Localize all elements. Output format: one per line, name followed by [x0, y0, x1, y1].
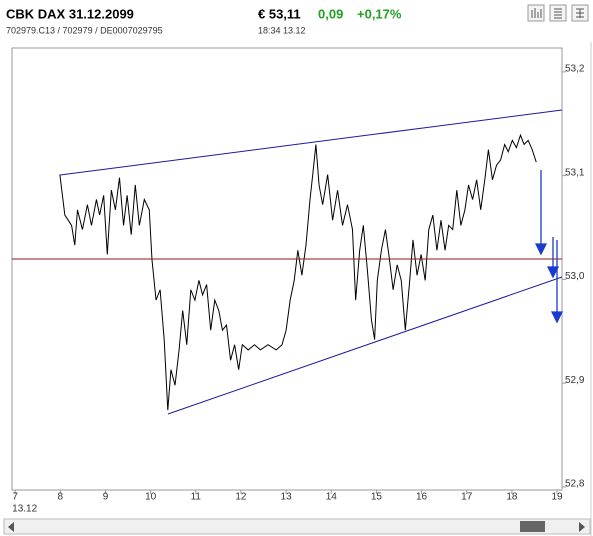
- y-tick-label: 53,1: [565, 167, 585, 178]
- y-tick-label: 52,9: [565, 375, 585, 386]
- chart-title: CBK DAX 31.12.2099: [6, 6, 134, 21]
- scrollbar[interactable]: [3, 518, 591, 535]
- news-button[interactable]: [549, 4, 567, 22]
- plot-frame: [11, 47, 563, 491]
- x-tick-label: 9: [103, 492, 109, 503]
- price-line: [59, 133, 537, 411]
- scroll-left[interactable]: [8, 522, 14, 532]
- y-tick-label: 53,2: [565, 64, 585, 75]
- scroll-track[interactable]: [3, 518, 591, 535]
- y-tick-label: 52,8: [565, 479, 585, 490]
- scroll-thumb[interactable]: [520, 521, 545, 532]
- price: € 53,11: [258, 6, 301, 21]
- x-tick-label: 7: [12, 492, 18, 503]
- change: 0,09: [318, 6, 343, 21]
- date-label: 13.12: [12, 504, 37, 515]
- ids: 702979.C13 / 702979 / DE0007029795: [6, 25, 163, 35]
- x-tick-label: 12: [235, 492, 247, 503]
- x-tick-label: 18: [506, 492, 518, 503]
- trend-line: [59, 109, 563, 176]
- x-tick-label: 13: [281, 492, 293, 503]
- chart-button[interactable]: [527, 4, 545, 22]
- x-tick-label: 10: [145, 492, 157, 503]
- toolbar[interactable]: [527, 4, 589, 22]
- change-pct: +0,17%: [357, 6, 402, 21]
- x-tick-label: 17: [461, 492, 473, 503]
- x-tick-label: 14: [326, 492, 338, 503]
- arrows: [534, 170, 564, 324]
- x-tick-label: 15: [371, 492, 383, 503]
- icon: [576, 8, 584, 18]
- icon: [554, 8, 562, 19]
- x-tick-label: 16: [416, 492, 428, 503]
- x-tick-label: 11: [191, 492, 202, 503]
- y-tick-label: 53,0: [565, 271, 585, 282]
- icon: [531, 8, 542, 18]
- trend-line: [167, 276, 563, 415]
- x-tick-label: 19: [551, 492, 563, 503]
- x-tick-label: 8: [58, 492, 64, 503]
- time: 18:34 13.12: [258, 25, 306, 35]
- scroll-right[interactable]: [579, 522, 585, 532]
